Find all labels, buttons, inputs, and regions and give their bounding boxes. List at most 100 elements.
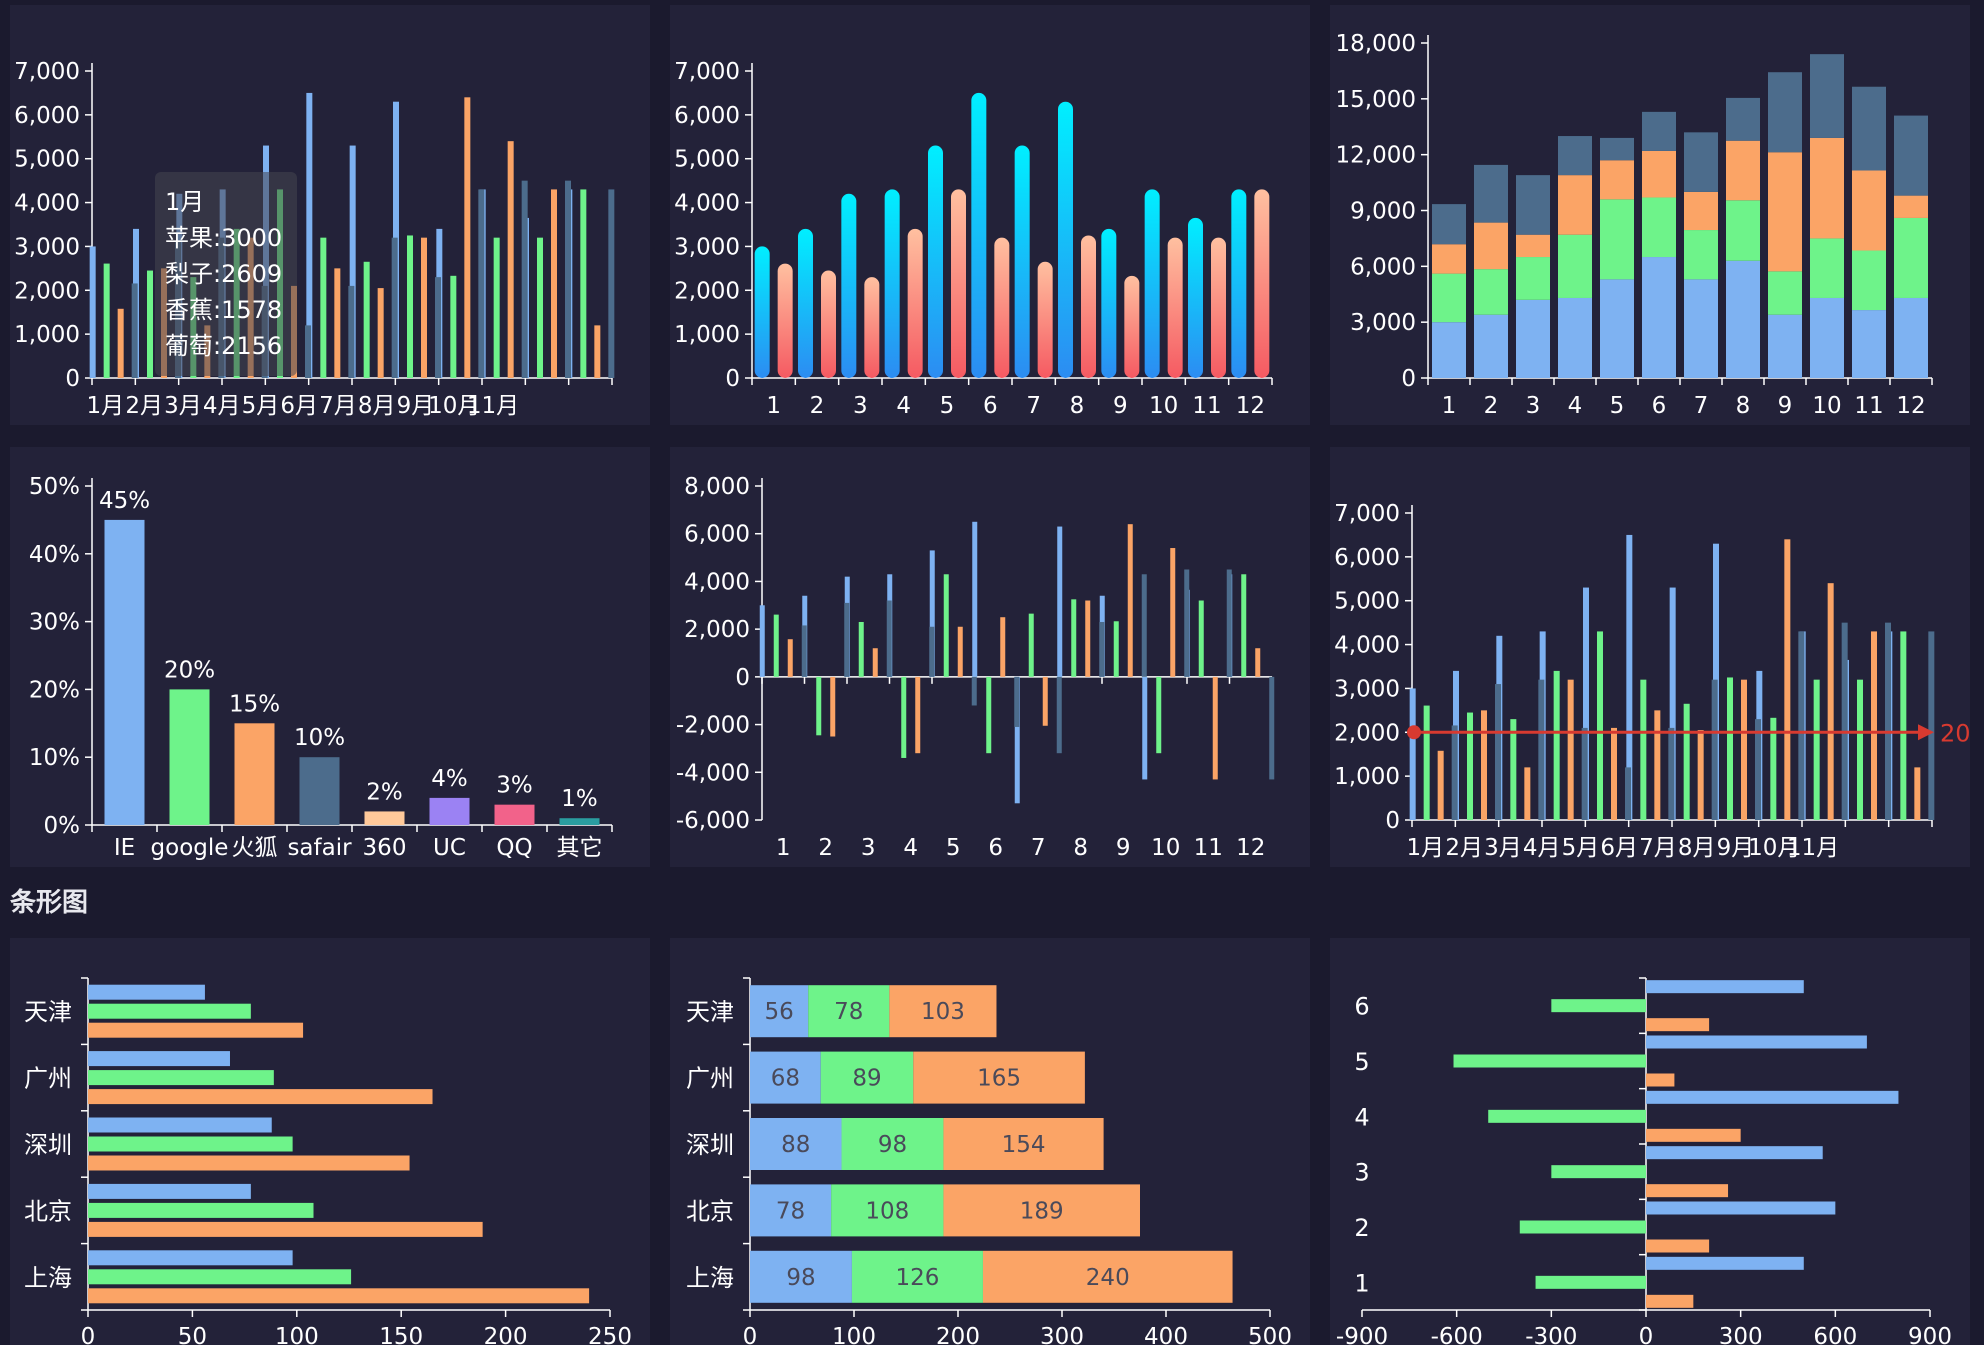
bar (493, 237, 500, 378)
bar-value-label: 78 (834, 999, 863, 1025)
x-tick-label: 11月 (1787, 835, 1839, 861)
stacked-bar-segment (1684, 230, 1718, 280)
stacked-bar-segment (1432, 322, 1466, 378)
y-tick-label: 12,000 (1336, 143, 1416, 169)
bar (915, 676, 921, 754)
bar (1254, 189, 1270, 378)
y-tick-label: 4,000 (14, 191, 80, 217)
bar (1495, 684, 1501, 820)
bar (89, 246, 96, 378)
y-tick-label: 50% (29, 474, 80, 500)
y-tick-label: 6,000 (1334, 545, 1400, 571)
bar-value-label: 68 (771, 1066, 800, 1092)
bar (1841, 622, 1848, 820)
stacked-bar-segment (1894, 195, 1928, 218)
x-tick-label: 9 (1778, 393, 1793, 419)
stacked-bar-segment (1600, 279, 1634, 378)
x-tick-label: 7月 (1639, 835, 1677, 861)
bar (1028, 613, 1034, 677)
bar (1057, 526, 1063, 677)
bar (1611, 727, 1617, 820)
y-tick-label: 18,000 (1336, 31, 1416, 57)
bar (943, 574, 949, 677)
y-tick-label: 1,000 (674, 322, 740, 348)
x-tick-label: 10月 (1748, 835, 1800, 861)
stacked-bar-segment (1432, 273, 1466, 323)
y-tick-label: 4,000 (684, 569, 750, 595)
bar (830, 676, 836, 737)
stacked-bar-segment (1768, 271, 1802, 315)
x-tick-label: 1月 (1407, 835, 1445, 861)
bar (169, 689, 210, 825)
bar (88, 1250, 293, 1266)
bar (565, 180, 571, 378)
bar (1141, 574, 1147, 677)
bar (521, 180, 528, 378)
x-tick-label: 300 (1040, 1324, 1084, 1345)
bar (1625, 767, 1631, 820)
y-tick-label: 北京 (24, 1197, 72, 1225)
chart-panel-4: 0% 10% 20% 30% 40% 50% IE google 火狐 safair 360 UC QQ… (10, 447, 650, 867)
x-tick-label: 8月 (1678, 835, 1716, 861)
bar (334, 268, 341, 378)
x-tick-label: 500 (1248, 1324, 1292, 1345)
bar (1553, 670, 1560, 820)
stacked-bar-segment (750, 985, 809, 1038)
y-tick-label: 7,000 (1334, 501, 1400, 527)
x-tick-label: 其它 (557, 835, 603, 861)
y-tick-label: 3,000 (14, 234, 80, 260)
chart7-svg: 0 50 100 150 200 250 上海 北京 深圳 广州 天津 (24, 977, 632, 1345)
bar (1453, 1054, 1646, 1068)
bar (801, 625, 807, 677)
x-tick-label: 7月 (319, 393, 357, 419)
bar (1188, 217, 1203, 378)
stacked-bar-segment (1642, 257, 1676, 378)
x-tick-label: 3 (853, 393, 868, 419)
stacked-bar-segment (1894, 297, 1928, 378)
chart-panel-6: 0 1,000 2,000 3,000 4,000 5,000 6,000 7,000 1月 2月… (1330, 447, 1970, 867)
x-tick-label: 1 (766, 393, 781, 419)
bar (1124, 275, 1140, 378)
bar (1241, 574, 1247, 677)
bar (1551, 1165, 1646, 1179)
x-tick-label: 8 (1736, 393, 1751, 419)
x-tick-label: 7 (1031, 835, 1046, 861)
bar (1770, 717, 1777, 820)
x-tick-label: 1 (776, 835, 791, 861)
bar (349, 145, 356, 378)
bar (88, 1003, 251, 1019)
y-tick-label: 3,000 (674, 234, 740, 260)
stacked-bar-segment (1642, 197, 1676, 258)
bar (377, 288, 384, 378)
x-tick-label: QQ (496, 835, 532, 861)
bar (1014, 676, 1020, 727)
stacked-bar-segment (1474, 222, 1508, 270)
x-tick-label: 8月 (358, 393, 396, 419)
tooltip-line: 苹果:3000 (165, 224, 283, 252)
bar-value-label: 89 (852, 1066, 881, 1092)
bar (1409, 688, 1416, 820)
stacked-bar-segment (1600, 137, 1634, 161)
stacked-bar-segment (1600, 199, 1634, 280)
x-tick-label: 600 (1813, 1324, 1857, 1345)
bar-value-label: 88 (781, 1132, 810, 1158)
y-tick-label: 6,000 (684, 522, 750, 548)
bar (884, 189, 900, 378)
y-tick-label: 1,000 (14, 322, 80, 348)
bar (88, 1183, 251, 1199)
x-tick-label: UC (433, 835, 466, 861)
stacked-bar-segment (750, 1118, 842, 1170)
x-tick-label: 1月 (87, 393, 125, 419)
x-tick-label: 3 (861, 835, 876, 861)
bar (1167, 237, 1183, 378)
bar (1755, 719, 1761, 820)
bar (551, 189, 557, 378)
bar (1184, 569, 1190, 677)
y-tick-label: 5,000 (674, 147, 740, 173)
bar (773, 614, 779, 677)
stacked-bar-segment (1810, 137, 1844, 239)
bar (821, 270, 836, 378)
y-tick-label: -6,000 (676, 808, 750, 834)
stacked-bar-segment (1810, 238, 1844, 298)
stacked-bar-segment (1852, 250, 1886, 311)
